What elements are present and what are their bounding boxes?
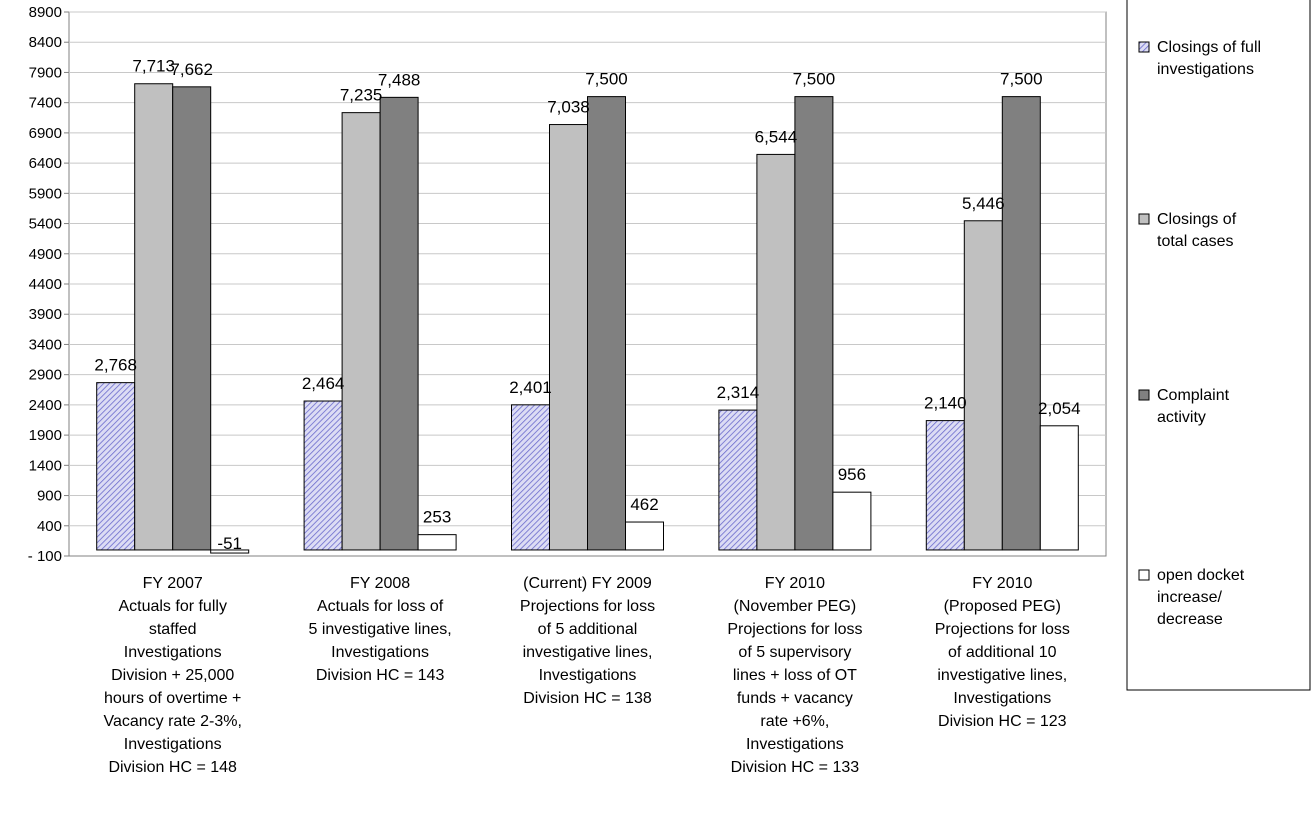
data-label: 7,500: [585, 70, 628, 89]
x-tick-label: FY 2010 (November PEG) Projections for los…: [727, 575, 862, 776]
y-tick-label: 2400: [29, 397, 62, 414]
legend-swatch: [1138, 389, 1150, 401]
legend-swatch: [1138, 569, 1150, 581]
y-tick-label: 5400: [29, 216, 62, 233]
data-label: 2,401: [509, 378, 552, 397]
y-tick-label: 5900: [29, 185, 62, 202]
y-tick-label: 3900: [29, 306, 62, 323]
x-axis: FY 2007 Actuals for fully staffed Investiga…: [103, 575, 1069, 776]
y-tick-label: 8400: [29, 34, 62, 51]
legend-entry: Closings of full investigations: [1157, 39, 1261, 78]
bar-1-2: [303, 400, 343, 551]
y-tick-label: 2900: [29, 367, 62, 384]
bar-1-5: [925, 420, 965, 551]
legend-swatch: [1138, 41, 1150, 53]
y-tick-label: 400: [37, 518, 62, 535]
y-tick-label: 900: [37, 488, 62, 505]
data-label: 7,662: [170, 60, 213, 79]
bar-2-2: [341, 112, 381, 551]
legend: Closings of full investigations Closings o…: [1126, 0, 1311, 691]
bar-3-4: [794, 96, 834, 551]
data-label: 7,500: [793, 70, 836, 89]
y-tick-label: - 100: [28, 548, 62, 565]
bar-2-1: [134, 83, 174, 551]
data-label: 2,464: [302, 374, 345, 393]
data-label: 6,544: [755, 127, 798, 146]
bar-2-3: [549, 124, 588, 551]
legend-swatch: [1138, 213, 1150, 225]
bar-4-1: [210, 549, 250, 554]
data-label: 7,235: [340, 86, 383, 105]
y-tick-label: 6400: [29, 155, 62, 172]
y-tick-label: 7400: [29, 95, 62, 112]
bar-3-5: [1001, 96, 1041, 551]
data-label: 7,500: [1000, 70, 1043, 89]
y-tick-label: 4900: [29, 246, 62, 263]
y-tick-label: 4400: [29, 276, 62, 293]
x-tick-label: FY 2008 Actuals for loss of 5 investigativ…: [309, 575, 452, 684]
x-tick-label: (Current) FY 2009 Projections for loss of …: [520, 575, 655, 707]
legend-entry: Closings of total cases: [1157, 211, 1237, 250]
bar-4-3: [625, 521, 664, 551]
bar-3-1: [172, 86, 212, 551]
bar-4-5: [1039, 425, 1079, 551]
bar-1-3: [511, 404, 550, 551]
data-label: 253: [423, 508, 451, 527]
y-axis: - 100 400 900 1400 1900 2400 2900 3400 3900 4400 4…: [28, 4, 69, 565]
data-label: 2,314: [717, 383, 760, 402]
bar-4-2: [417, 534, 457, 551]
data-label: 462: [630, 495, 658, 514]
bar-4-4: [832, 491, 872, 551]
data-label: 7,038: [547, 98, 590, 117]
bars: [96, 83, 1079, 554]
y-tick-label: 8900: [29, 4, 62, 21]
data-label: 2,768: [94, 356, 137, 375]
bar-2-5: [963, 220, 1003, 551]
y-tick-label: 1900: [29, 427, 62, 444]
y-tick-label: 7900: [29, 64, 62, 81]
bar-1-1: [96, 382, 136, 551]
x-tick-label: FY 2007 Actuals for fully staffed Investiga…: [103, 575, 241, 776]
data-label: 2,140: [924, 394, 967, 413]
bar-3-2: [379, 96, 419, 551]
data-label: 2,054: [1038, 399, 1081, 418]
bar-2-4: [756, 153, 796, 551]
data-label: 956: [838, 465, 866, 484]
y-tick-label: 1400: [29, 457, 62, 474]
x-tick-label: FY 2010 (Proposed PEG) Projections for los…: [935, 575, 1070, 730]
y-tick-label: 6900: [29, 125, 62, 142]
legend-entry: open docket increase/decrease: [1157, 567, 1245, 628]
data-label: 7,713: [132, 57, 175, 76]
legend-box: [1126, 0, 1311, 691]
data-label: 7,488: [378, 70, 421, 89]
data-label: 5,446: [962, 194, 1005, 213]
bar-3-3: [587, 96, 626, 551]
data-label: -51: [217, 534, 242, 553]
bar-1-4: [718, 409, 758, 551]
legend-entry: Complaint activity: [1157, 387, 1230, 426]
y-tick-label: 3400: [29, 336, 62, 353]
